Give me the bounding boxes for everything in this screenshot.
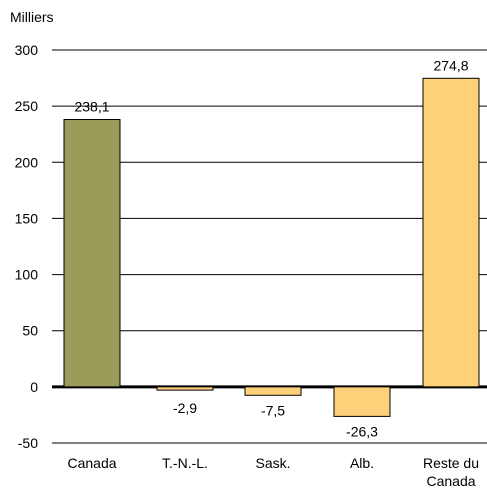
y-tick-label: 100 — [15, 267, 39, 283]
y-tick-label: 0 — [30, 379, 38, 395]
y-tick-label: 50 — [22, 323, 38, 339]
y-tick-label: 200 — [15, 154, 39, 170]
category-label: Sask. — [255, 455, 290, 471]
bar — [244, 386, 302, 396]
bar — [63, 119, 121, 388]
data-label: 274,8 — [433, 57, 468, 73]
y-tick-label: -50 — [18, 435, 38, 451]
category-label: Alb. — [350, 455, 374, 471]
y-tick-label: 250 — [15, 98, 39, 114]
data-label: 238,1 — [74, 99, 109, 115]
data-label: -26,3 — [346, 423, 378, 439]
category-label: Canada — [67, 455, 116, 471]
data-label: -7,5 — [261, 402, 285, 418]
data-label: -2,9 — [173, 400, 197, 416]
bar — [333, 386, 391, 417]
y-tick-label: 300 — [15, 42, 39, 58]
bar — [422, 77, 480, 388]
category-label: Reste du — [423, 455, 479, 471]
y-tick-label: 150 — [15, 210, 39, 226]
category-label: Canada — [426, 473, 475, 489]
category-label: T.-N.-L. — [162, 455, 208, 471]
y-axis-unit-label: Milliers — [10, 9, 54, 25]
bar — [156, 386, 214, 391]
